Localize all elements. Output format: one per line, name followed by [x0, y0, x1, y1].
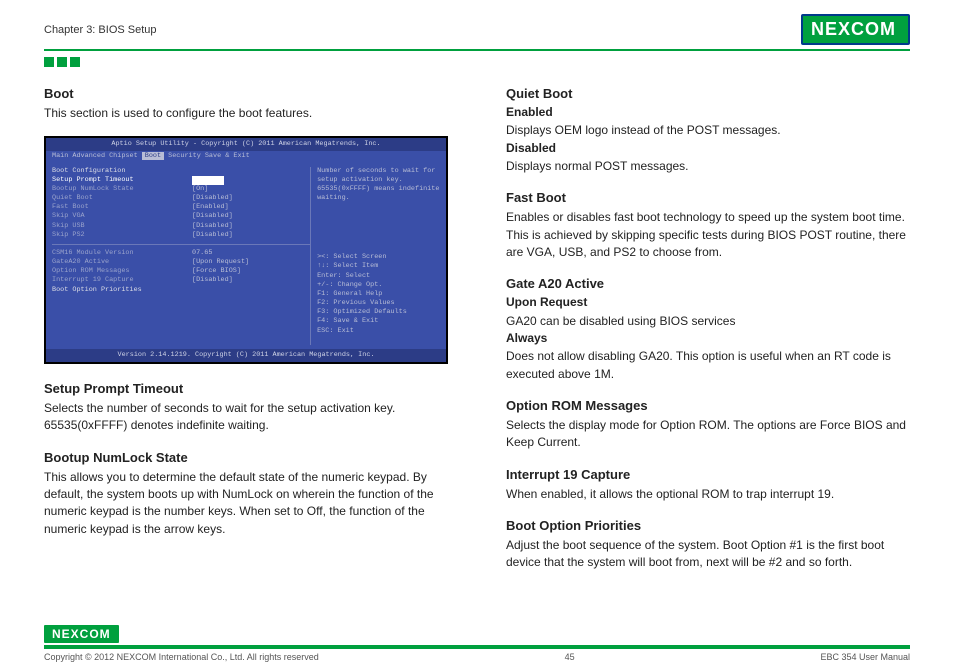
interrupt-19-desc: When enabled, it allows the optional ROM… — [506, 486, 910, 503]
bios-right-panel: Number of seconds to wait for setup acti… — [310, 167, 440, 345]
header-divider — [44, 49, 910, 51]
option-rom-heading: Option ROM Messages — [506, 397, 910, 416]
gate-a20-always-label: Always — [506, 330, 910, 347]
quiet-boot-disabled-desc: Displays normal POST messages. — [506, 158, 910, 175]
brand-logo: NEXCOM — [801, 14, 910, 45]
page-number: 45 — [565, 652, 575, 662]
manual-name: EBC 354 User Manual — [820, 652, 910, 662]
option-rom-desc: Selects the display mode for Option ROM.… — [506, 417, 910, 452]
boot-heading: Boot — [44, 85, 448, 104]
chapter-label: Chapter 3: BIOS Setup — [44, 24, 157, 36]
right-column: Quiet Boot Enabled Displays OEM logo ins… — [506, 85, 910, 586]
bootup-numlock-desc: This allows you to determine the default… — [44, 469, 448, 539]
gate-a20-always-desc: Does not allow disabling GA20. This opti… — [506, 348, 910, 383]
bios-help-text: Number of seconds to wait for setup acti… — [317, 167, 440, 204]
gate-a20-heading: Gate A20 Active — [506, 275, 910, 294]
footer-logo: NEXCOM — [44, 625, 119, 643]
copyright-text: Copyright © 2012 NEXCOM International Co… — [44, 652, 319, 662]
boot-option-priorities-heading: Boot Option Priorities — [506, 517, 910, 536]
bios-footer: Version 2.14.1219. Copyright (C) 2011 Am… — [46, 349, 446, 362]
setup-prompt-timeout-desc: Selects the number of seconds to wait fo… — [44, 400, 448, 435]
bios-title: Aptio Setup Utility - Copyright (C) 2011… — [46, 138, 446, 151]
decoration-squares — [44, 57, 910, 67]
bios-left-panel: Boot ConfigurationSetup Prompt Timeout1B… — [52, 167, 310, 345]
boot-option-priorities-desc: Adjust the boot sequence of the system. … — [506, 537, 910, 572]
left-column: Boot This section is used to configure t… — [44, 85, 448, 586]
gate-a20-upon-request-desc: GA20 can be disabled using BIOS services — [506, 313, 910, 330]
interrupt-19-heading: Interrupt 19 Capture — [506, 466, 910, 485]
fast-boot-heading: Fast Boot — [506, 189, 910, 208]
bootup-numlock-heading: Bootup NumLock State — [44, 449, 448, 468]
bios-screenshot: Aptio Setup Utility - Copyright (C) 2011… — [44, 136, 448, 364]
footer-divider — [44, 645, 910, 649]
setup-prompt-timeout-heading: Setup Prompt Timeout — [44, 380, 448, 399]
bios-key-hints: ><: Select Screen↑↓: Select ItemEnter: S… — [317, 253, 440, 336]
gate-a20-upon-request-label: Upon Request — [506, 294, 910, 311]
page-footer: NEXCOM Copyright © 2012 NEXCOM Internati… — [44, 625, 910, 662]
quiet-boot-enabled-label: Enabled — [506, 104, 910, 121]
fast-boot-desc: Enables or disables fast boot technology… — [506, 209, 910, 261]
boot-desc: This section is used to configure the bo… — [44, 105, 448, 122]
bios-tabs: Main Advanced Chipset Boot Security Save… — [46, 151, 446, 162]
quiet-boot-heading: Quiet Boot — [506, 85, 910, 104]
quiet-boot-enabled-desc: Displays OEM logo instead of the POST me… — [506, 122, 910, 139]
quiet-boot-disabled-label: Disabled — [506, 140, 910, 157]
